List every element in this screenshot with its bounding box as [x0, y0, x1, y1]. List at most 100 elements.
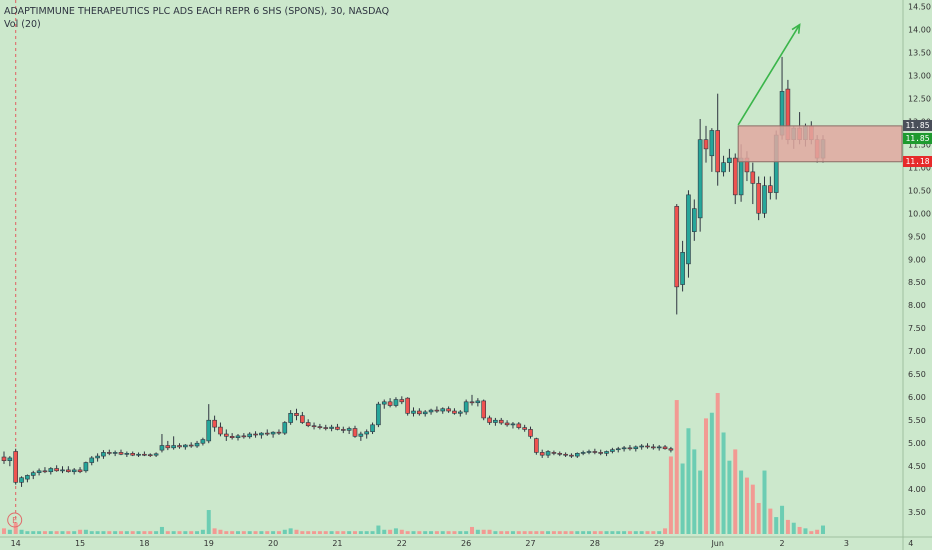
candle-body — [60, 469, 65, 472]
volume-bar — [715, 393, 720, 534]
time-tick-label: 29 — [654, 539, 664, 548]
time-tick-label: 21 — [332, 539, 342, 548]
candle-body — [30, 472, 36, 476]
volume-bar — [95, 531, 100, 534]
volume-bar — [551, 531, 556, 534]
volume-bar — [388, 529, 393, 534]
volume-bar — [633, 531, 638, 534]
candle-body — [405, 397, 410, 414]
candle-body — [475, 400, 481, 404]
candle-body — [364, 431, 370, 435]
time-tick-label: 27 — [525, 539, 535, 548]
price-tick-label: 14.50 — [908, 2, 931, 11]
candle-body — [428, 409, 434, 413]
volume-bar — [230, 531, 235, 534]
price-tag-close: 11.85 — [903, 133, 932, 145]
price-tick-label: 7.50 — [908, 324, 926, 333]
candle-body — [95, 455, 100, 459]
candle-body — [153, 453, 159, 456]
candle-body — [750, 171, 756, 184]
volume-bar — [78, 529, 83, 534]
chart-title: ADAPTIMMUNE THERAPEUTICS PLC ADS EACH RE… — [4, 6, 390, 17]
volume-bar — [780, 505, 785, 534]
candle-body — [691, 208, 697, 232]
candle-body — [7, 457, 13, 461]
candle-body — [218, 426, 223, 435]
price-tick-label: 3.50 — [908, 508, 926, 517]
candle-body — [498, 419, 504, 424]
volume-bar — [821, 525, 825, 534]
volume-bar — [189, 531, 194, 534]
candle-body — [668, 448, 674, 451]
price-tick-label: 14.00 — [908, 25, 931, 34]
volume-bar — [335, 531, 340, 534]
candle-body — [580, 452, 586, 454]
time-tick-label: 20 — [268, 539, 278, 548]
volume-bar — [499, 531, 504, 534]
volume-bar — [200, 529, 205, 534]
price-tick-label: 5.00 — [908, 439, 926, 448]
candle-body — [434, 409, 440, 412]
candle-body — [352, 428, 358, 437]
candle-body — [598, 452, 604, 454]
volume-bar — [218, 529, 223, 534]
candle-body — [107, 452, 112, 454]
candle-body — [393, 399, 399, 406]
candle-body — [417, 410, 422, 415]
drawings[interactable] — [737, 23, 903, 163]
volume-bar — [119, 531, 123, 534]
volume-bar — [774, 517, 779, 534]
volume-bar — [323, 531, 328, 534]
volume-bar — [510, 531, 515, 534]
candle-body — [662, 446, 668, 450]
volume-bar — [288, 528, 293, 534]
candle-body — [288, 413, 293, 423]
volume-bar — [587, 531, 591, 534]
volume-bar — [592, 531, 597, 534]
time-tick-label: 2 — [780, 539, 785, 548]
volume-bar — [148, 531, 153, 534]
candle-body — [200, 439, 206, 444]
volume-bar — [768, 508, 773, 534]
candle-body — [604, 451, 609, 454]
candle-body — [206, 419, 212, 442]
volume-bar — [610, 531, 615, 534]
volume-bar — [686, 428, 691, 534]
candle-body — [627, 447, 633, 450]
candle-body — [229, 436, 235, 438]
price-tick-label: 5.50 — [908, 416, 926, 425]
price-tick-label: 7.00 — [908, 347, 926, 356]
volume-bar — [247, 531, 252, 534]
volume-bar — [72, 531, 77, 534]
price-axis[interactable]: 3.50 4.00 4.50 5.00 5.50 6.00 6.50 7.00 7.50 8.00… — [902, 0, 931, 550]
time-axis[interactable]: 14 15 18 19 20 21 22 26 27 28 29 Jun 2 3 4 E — [0, 512, 932, 548]
candle-body — [171, 445, 176, 449]
volume-bar — [25, 531, 30, 534]
volume-bar — [668, 456, 673, 534]
volume-bar — [224, 531, 229, 534]
volume-bar — [171, 531, 176, 534]
volume-bar — [364, 531, 369, 534]
volume-bar — [411, 531, 416, 534]
volume-bar — [709, 412, 714, 534]
candle-body — [147, 454, 153, 457]
candle-body — [112, 452, 118, 454]
candle-body — [592, 451, 598, 453]
candle-body — [586, 451, 592, 453]
candle-body — [329, 426, 334, 429]
candle-body — [54, 468, 59, 472]
candle-body — [36, 470, 42, 473]
volume-bar — [815, 529, 820, 534]
candle-body — [311, 425, 317, 428]
volume-bar — [259, 531, 264, 534]
candle-body — [440, 408, 446, 412]
volume-bar — [241, 531, 246, 534]
candle-body — [487, 417, 492, 423]
time-tick-label: 3 — [844, 539, 849, 548]
volume-bar — [382, 529, 387, 534]
volume-bar — [429, 531, 434, 534]
candle-body — [516, 423, 522, 428]
candle-body — [563, 453, 568, 456]
volume-bar — [399, 529, 404, 534]
